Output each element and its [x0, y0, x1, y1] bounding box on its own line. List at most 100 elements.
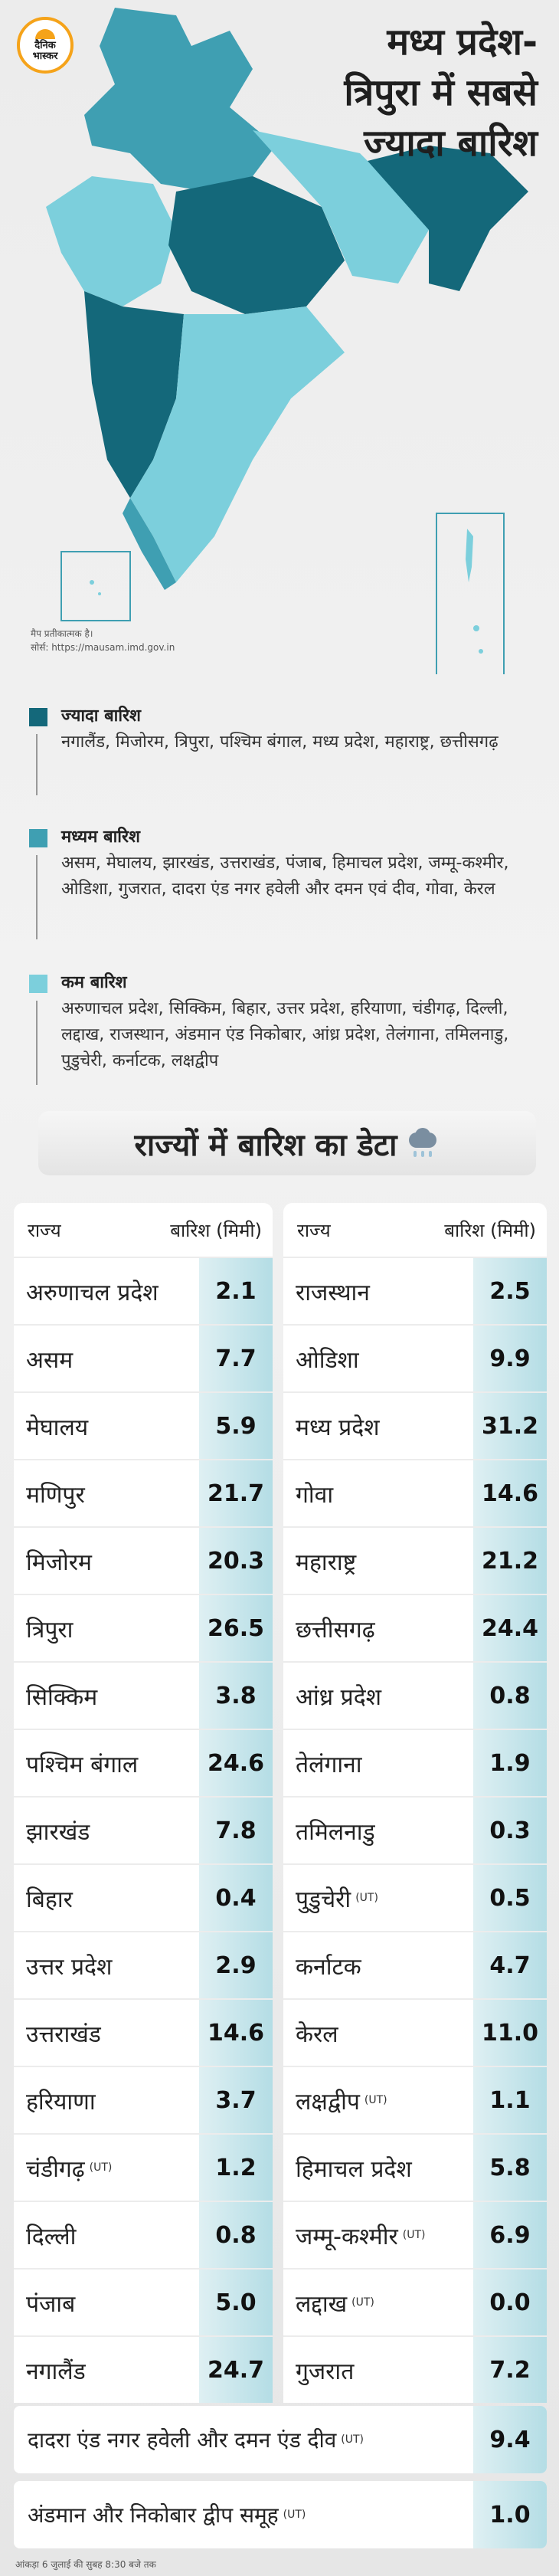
table-row: ओडिशा 9.9 — [283, 1324, 547, 1391]
rain-value: 1.0 — [473, 2481, 547, 2548]
col-state-header: राज्य — [28, 1219, 61, 1241]
rain-value: 1.9 — [473, 1730, 547, 1796]
table-title: राज्यों में बारिश का डेटा — [38, 1111, 536, 1175]
legend-title-low: कम बारिश — [61, 973, 127, 992]
legend-title-medium: मध्यम बारिश — [61, 828, 140, 847]
col-rain-header: बारिश (मिमी) — [170, 1219, 262, 1241]
state-name: आंध्र प्रदेश — [296, 1683, 382, 1711]
rain-value: 0.4 — [199, 1865, 273, 1931]
rainfall-table-left: राज्य बारिश (मिमी) अरुणाचल प्रदेश 2.1 असम 7… — [14, 1203, 273, 2403]
footnote: आंकड़ा 6 जुलाई की सुबह 8:30 बजे तक — [15, 2559, 156, 2570]
rain-value: 2.1 — [199, 1258, 273, 1324]
rain-value: 24.6 — [199, 1730, 273, 1796]
state-name: मिजोरम — [26, 1549, 92, 1576]
table-row: हरियाणा 3.7 — [14, 2066, 273, 2133]
state-name: राजस्थान — [296, 1279, 370, 1306]
rain-value: 3.8 — [199, 1663, 273, 1729]
state-name: तमिलनाडु — [296, 1818, 375, 1846]
table-row: महाराष्ट्र 21.2 — [283, 1526, 547, 1594]
table-row: मणिपुर 21.7 — [14, 1459, 273, 1526]
table-row: गोवा 14.6 — [283, 1459, 547, 1526]
table-row: मेघालय 5.9 — [14, 1391, 273, 1459]
map-section: दैनिक भास्कर मध्य प्रदेश- त्रिपुरा में स… — [0, 0, 559, 674]
state-name: दादरा एंड नगर हवेली और दमन एंड दीव — [28, 2427, 337, 2453]
headline-line3: ज्यादा बारिश — [364, 122, 538, 165]
table-row: उत्तर प्रदेश 2.9 — [14, 1931, 273, 1998]
rain-value: 9.4 — [473, 2406, 547, 2473]
state-name: छत्तीसगढ़ — [296, 1616, 375, 1644]
logo-line1: दैनिक — [34, 39, 56, 51]
rainfall-legend: ज्यादा बारिश नगालैंड, मिजोरम, त्रिपुरा, … — [29, 703, 534, 1116]
table-row: नगालैंड 24.7 — [14, 2335, 273, 2403]
table-row: तेलंगाना 1.9 — [283, 1729, 547, 1796]
rain-value: 24.7 — [199, 2337, 273, 2403]
legend-swatch-medium — [29, 829, 47, 847]
rain-cloud-icon — [406, 1128, 440, 1159]
legend-swatch-high — [29, 708, 47, 726]
table-row: मध्य प्रदेश 31.2 — [283, 1391, 547, 1459]
map-note-line2: सोर्स: https://mausam.imd.gov.in — [31, 642, 175, 653]
map-region-westcoast — [84, 291, 184, 498]
col-rain-header: बारिश (मिमी) — [444, 1219, 536, 1241]
rain-value: 14.6 — [199, 2000, 273, 2066]
rain-value: 14.6 — [473, 1460, 547, 1526]
rain-value: 0.8 — [199, 2202, 273, 2268]
table-row: गुजरात 7.2 — [283, 2335, 547, 2403]
map-note-line1: मैप प्रतीकात्मक है। — [31, 628, 93, 639]
table-row: झारखंड 7.8 — [14, 1796, 273, 1863]
rain-value: 1.2 — [199, 2135, 273, 2201]
state-name: महाराष्ट्र — [296, 1549, 357, 1576]
map-region-kerala — [123, 498, 176, 590]
table-row-wide: अंडमान और निकोबार द्वीप समूह (UT) 1.0 — [14, 2481, 547, 2548]
legend-item-high: ज्यादा बारिश नगालैंड, मिजोरम, त्रिपुरा, … — [29, 703, 534, 798]
state-name: पंजाब — [26, 2290, 76, 2318]
ut-tag: (UT) — [89, 2161, 113, 2174]
table-row: मिजोरम 20.3 — [14, 1526, 273, 1594]
rain-value: 0.3 — [473, 1798, 547, 1863]
rain-value: 26.5 — [199, 1595, 273, 1661]
state-name: गुजरात — [296, 2358, 355, 2385]
state-name: असम — [26, 1346, 74, 1374]
state-name: जम्मू-कश्मीर — [296, 2223, 398, 2250]
table-row: हिमाचल प्रदेश 5.8 — [283, 2133, 547, 2201]
state-name: केरल — [296, 2020, 338, 2048]
rain-value: 7.8 — [199, 1798, 273, 1863]
state-name: कर्नाटक — [296, 1953, 361, 1981]
rain-value: 7.7 — [199, 1326, 273, 1391]
rain-value: 5.8 — [473, 2135, 547, 2201]
andaman-box — [436, 513, 505, 674]
state-name: झारखंड — [26, 1818, 90, 1846]
legend-desc-high: नगालैंड, मिजोरम, त्रिपुरा, पश्चिम बंगाल,… — [61, 732, 499, 752]
legend-desc-low: अरुणाचल प्रदेश, सिक्किम, बिहार, उत्तर प्… — [61, 999, 509, 1070]
col-state-header: राज्य — [297, 1219, 331, 1241]
rain-value: 0.0 — [473, 2270, 547, 2335]
logo-line2: भास्कर — [32, 50, 58, 62]
state-name: त्रिपुरा — [26, 1616, 74, 1644]
state-name: लद्दाख — [296, 2290, 348, 2318]
legend-swatch-low — [29, 975, 47, 993]
table-row: आंध्र प्रदेश 0.8 — [283, 1661, 547, 1729]
table-row: असम 7.7 — [14, 1324, 273, 1391]
ut-tag: (UT) — [351, 2296, 374, 2309]
map-region-south — [130, 306, 345, 582]
legend-desc-medium: असम, मेघालय, झारखंड, उत्तराखंड, पंजाब, ह… — [61, 854, 509, 899]
state-name: उत्तर प्रदेश — [26, 1953, 113, 1981]
state-name: बिहार — [26, 1886, 73, 1913]
rain-value: 20.3 — [199, 1528, 273, 1594]
rain-value: 3.7 — [199, 2067, 273, 2133]
state-name: गोवा — [296, 1481, 334, 1509]
legend-item-low: कम बारिश अरुणाचल प्रदेश, सिक्किम, बिहार,… — [29, 970, 534, 1090]
legend-title-high: ज्यादा बारिश — [61, 706, 141, 726]
legend-item-medium: मध्यम बारिश असम, मेघालय, झारखंड, उत्तराख… — [29, 824, 534, 944]
rain-value: 21.2 — [473, 1528, 547, 1594]
map-region-northeast — [368, 146, 528, 291]
rainfall-table-right: राज्य बारिश (मिमी) राजस्थान 2.5 ओडिशा 9.9 मध… — [283, 1203, 547, 2403]
rain-value: 0.5 — [473, 1865, 547, 1931]
state-name: सिक्किम — [26, 1683, 98, 1711]
rain-value: 4.7 — [473, 1932, 547, 1998]
rain-value: 7.2 — [473, 2337, 547, 2403]
lakshadweep-box — [60, 551, 131, 621]
rain-value: 21.7 — [199, 1460, 273, 1526]
table-row: पुडुचेरी (UT) 0.5 — [283, 1863, 547, 1931]
table-row: दिल्ली 0.8 — [14, 2201, 273, 2268]
